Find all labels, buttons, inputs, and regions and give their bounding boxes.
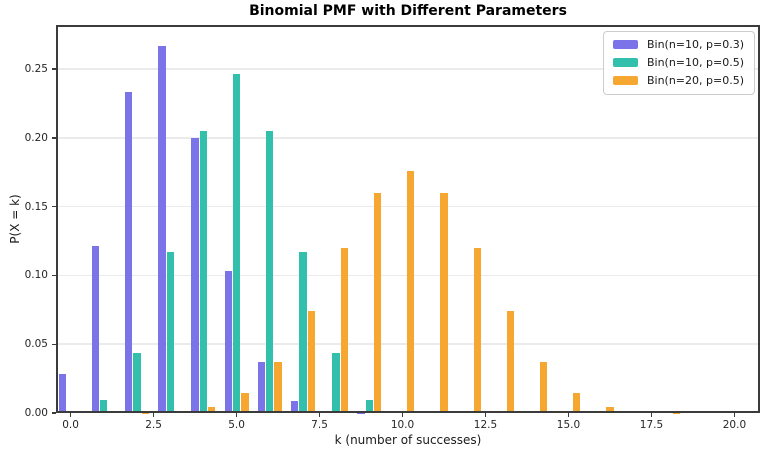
spine-bottom <box>56 411 760 413</box>
legend-swatch <box>612 58 638 67</box>
legend-item: Bin(n=20, p=0.5) <box>612 74 744 87</box>
y-tick <box>52 343 56 345</box>
bar-s1-k3 <box>166 251 174 413</box>
x-tick <box>733 413 736 417</box>
y-tick-label: 0.00 <box>24 407 48 419</box>
y-tick <box>52 68 56 70</box>
bar-s2-k15 <box>573 392 581 413</box>
x-tick <box>567 413 570 417</box>
bar-s0-k7 <box>290 400 299 413</box>
spine-top <box>56 25 760 27</box>
bar-s0-k4 <box>191 137 199 413</box>
bar-s2-k6 <box>274 362 282 413</box>
bar-s2-k8 <box>340 247 349 413</box>
bar-s1-k1 <box>100 399 108 413</box>
bar-s2-k12 <box>473 247 481 413</box>
bar-s2-k5 <box>241 392 249 413</box>
x-tick <box>152 413 155 417</box>
y-tick-label: 0.10 <box>24 269 48 282</box>
bar-s0-k0 <box>58 374 66 413</box>
bar-s0-k2 <box>125 91 133 413</box>
bar-s1-k2 <box>133 352 141 413</box>
x-tick-label: 5.0 <box>228 419 245 431</box>
x-tick-label: 2.5 <box>145 419 162 431</box>
x-tick-label: 0.0 <box>62 419 79 431</box>
bar-s2-k11 <box>440 192 448 413</box>
legend: Bin(n=10, p=0.3) Bin(n=10, p=0.5) Bin(n=20… <box>602 31 755 95</box>
bar-s1-k4 <box>199 130 208 413</box>
y-axis-label: P(X = k) <box>8 194 22 244</box>
legend-item: Bin(n=10, p=0.5) <box>612 56 744 69</box>
bar-s2-k4 <box>208 406 216 413</box>
y-tick <box>52 274 56 277</box>
y-tick <box>52 412 56 414</box>
bar-s2-k14 <box>539 362 548 413</box>
legend-label: Bin(n=10, p=0.3) <box>646 38 744 51</box>
legend-label: Bin(n=20, p=0.5) <box>646 74 744 87</box>
y-tick-label: 0.15 <box>24 200 48 213</box>
x-axis-label: k (number of successes) <box>334 433 482 447</box>
bar-s1-k6 <box>266 130 274 413</box>
x-tick <box>401 413 404 417</box>
legend-label: Bin(n=10, p=0.5) <box>646 56 744 69</box>
gridline <box>56 137 760 139</box>
spine-right <box>758 25 760 413</box>
bar-s1-k7 <box>299 251 307 413</box>
x-tick-label: 20.0 <box>722 419 747 431</box>
bar-s1-k5 <box>232 74 241 413</box>
x-tick-label: 7.5 <box>311 419 328 431</box>
y-tick-label: 0.25 <box>24 63 48 76</box>
chart-title: Binomial PMF with Different Parameters <box>249 3 567 19</box>
x-tick <box>650 413 653 417</box>
x-tick-label: 17.5 <box>639 419 664 431</box>
y-tick-label: 0.05 <box>24 338 48 351</box>
bar-s1-k9 <box>365 399 373 413</box>
bar-s0-k1 <box>91 246 100 413</box>
legend-swatch <box>612 76 638 85</box>
bar-s2-k13 <box>506 311 515 413</box>
x-tick-label: 12.5 <box>473 419 498 431</box>
x-tick <box>484 413 487 417</box>
bar-s0-k6 <box>257 362 266 413</box>
bar-s2-k10 <box>407 170 415 413</box>
bar-s1-k8 <box>332 352 340 413</box>
x-tick-label: 15.0 <box>556 419 581 431</box>
legend-item: Bin(n=10, p=0.3) <box>612 38 744 51</box>
bar-s2-k16 <box>606 406 614 413</box>
y-tick <box>52 205 56 208</box>
y-tick-label: 0.20 <box>24 131 48 144</box>
y-tick <box>52 137 56 139</box>
spine-left <box>56 25 58 413</box>
legend-swatch <box>612 40 638 49</box>
bar-s0-k5 <box>224 271 232 413</box>
x-tick <box>235 413 238 417</box>
gridline <box>56 68 760 70</box>
bar-s2-k7 <box>307 311 315 413</box>
bar-s2-k9 <box>373 192 382 413</box>
x-tick <box>69 413 72 417</box>
x-tick <box>318 413 321 417</box>
x-tick-label: 10.0 <box>390 419 415 431</box>
bar-s0-k3 <box>158 45 166 413</box>
